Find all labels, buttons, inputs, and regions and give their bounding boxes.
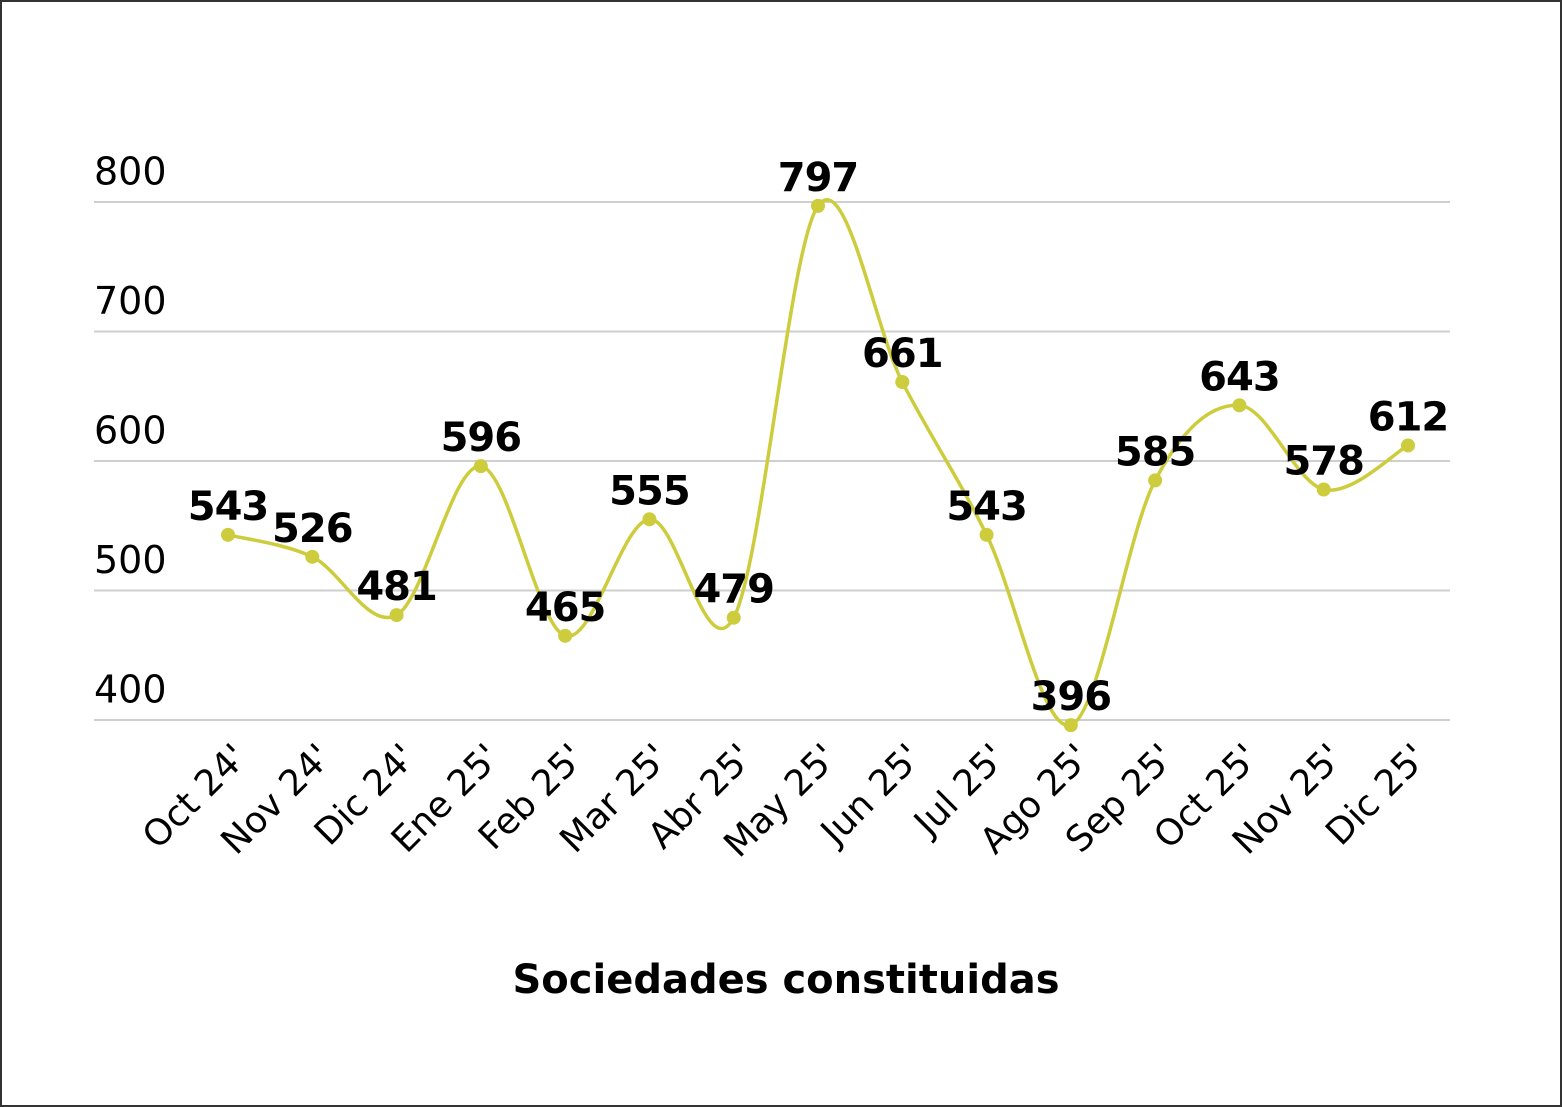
point <box>979 527 994 542</box>
line <box>227 198 1409 727</box>
data-label: 612 <box>1368 394 1449 440</box>
y-tick-label: 800 <box>94 150 167 194</box>
data-label: 578 <box>1283 438 1364 484</box>
point <box>305 549 320 564</box>
point <box>221 527 235 542</box>
y-tick-label: 500 <box>94 538 167 582</box>
point <box>1401 438 1415 453</box>
data-label: 643 <box>1199 354 1280 400</box>
data-label: 481 <box>356 564 437 610</box>
point <box>473 459 488 474</box>
data-label: 596 <box>441 415 522 461</box>
point <box>1316 482 1331 497</box>
data-label: 543 <box>188 484 269 530</box>
y-tick-label: 400 <box>94 668 167 712</box>
data-label: 555 <box>609 468 690 514</box>
data-label: 396 <box>1031 674 1112 720</box>
point <box>558 628 573 643</box>
point <box>642 512 657 527</box>
y-tick-label: 700 <box>94 279 167 323</box>
point <box>389 608 404 623</box>
point <box>1232 398 1247 413</box>
data-label: 543 <box>946 484 1027 530</box>
y-tick-label: 600 <box>94 409 167 453</box>
data-label: 797 <box>778 155 859 201</box>
data-label: 465 <box>525 585 606 631</box>
x-axis-title: Sociedades constituidas <box>512 957 1059 1003</box>
point <box>1148 473 1163 488</box>
data-label: 661 <box>862 331 943 377</box>
point <box>895 375 910 390</box>
data-label: 526 <box>272 506 353 552</box>
data-label: 479 <box>693 567 774 613</box>
point <box>811 198 825 213</box>
data-label: 585 <box>1115 429 1196 475</box>
point <box>1063 718 1078 733</box>
point <box>726 610 741 625</box>
